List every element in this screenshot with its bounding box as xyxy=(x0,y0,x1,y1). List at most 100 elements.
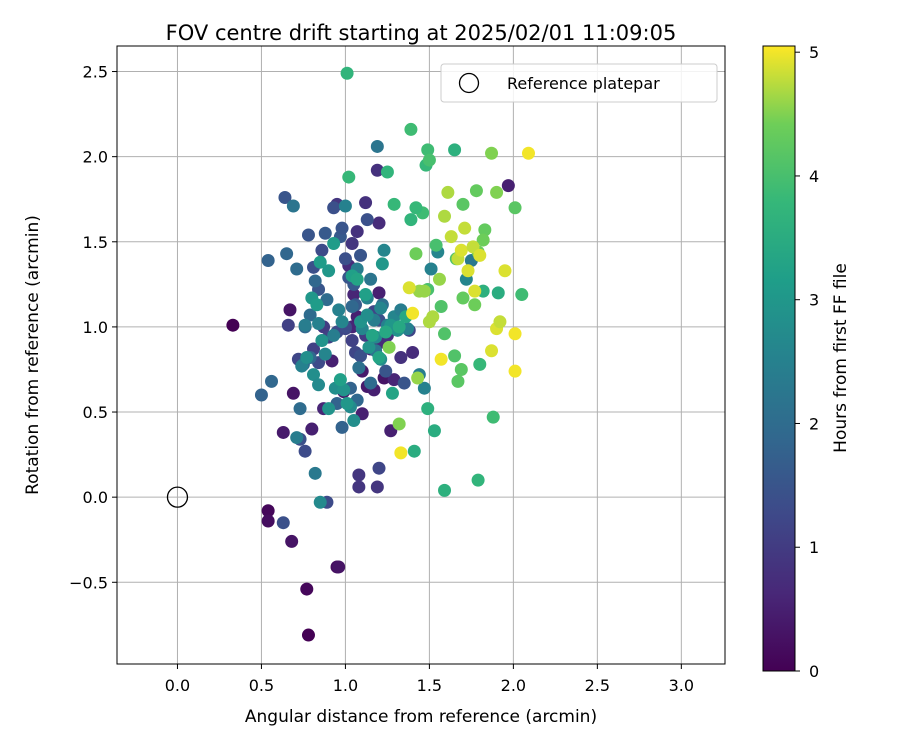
plot-frame xyxy=(116,45,726,665)
colorbar-tick-label: 2 xyxy=(809,414,819,433)
data-point xyxy=(293,402,307,416)
data-point xyxy=(370,480,384,494)
x-tick-label: 2.5 xyxy=(585,676,610,695)
data-point xyxy=(406,306,420,320)
data-point xyxy=(315,334,329,348)
data-point xyxy=(515,288,529,302)
data-point xyxy=(322,402,336,416)
data-point xyxy=(308,466,322,480)
x-tick-label: 1.0 xyxy=(333,676,358,695)
data-point xyxy=(402,281,416,295)
data-point xyxy=(278,191,292,205)
data-point xyxy=(468,284,482,298)
data-point xyxy=(404,122,418,136)
data-point xyxy=(394,446,408,460)
data-point xyxy=(301,628,315,642)
data-point xyxy=(283,303,297,317)
data-point xyxy=(308,274,322,288)
plot-area xyxy=(117,46,725,664)
data-point xyxy=(379,364,393,378)
data-point xyxy=(313,255,327,269)
data-point xyxy=(290,431,304,445)
data-point xyxy=(261,514,275,528)
x-tick-label: 1.5 xyxy=(417,676,442,695)
data-point xyxy=(364,272,378,286)
data-point xyxy=(315,243,329,257)
data-point xyxy=(335,420,349,434)
data-point xyxy=(424,262,438,276)
data-point xyxy=(444,230,458,244)
x-axis-label: Angular distance from reference (arcmin) xyxy=(245,707,597,727)
data-point xyxy=(345,334,359,348)
data-point xyxy=(286,386,300,400)
data-point xyxy=(473,357,487,371)
y-tick-label: 2.5 xyxy=(83,63,108,82)
data-point xyxy=(370,163,384,177)
data-point xyxy=(372,461,386,475)
data-point xyxy=(360,308,374,322)
data-point xyxy=(473,248,487,262)
y-axis-ticks: −0.5 0.0 0.5 1.0 1.5 2.0 2.5 xyxy=(69,63,117,592)
data-point xyxy=(301,228,315,242)
data-point xyxy=(392,417,406,431)
data-point xyxy=(491,286,505,300)
data-point xyxy=(372,216,386,230)
data-point xyxy=(332,560,346,574)
x-axis-ticks: 0.0 0.5 1.0 1.5 2.0 2.5 3.0 xyxy=(165,664,694,695)
data-point xyxy=(280,247,294,261)
data-point xyxy=(434,352,448,366)
data-point xyxy=(370,139,384,153)
data-point xyxy=(458,221,472,235)
data-point xyxy=(404,213,418,227)
data-point xyxy=(441,185,455,199)
data-point xyxy=(354,248,368,262)
data-point xyxy=(365,328,379,342)
data-point xyxy=(501,179,515,193)
data-point xyxy=(305,422,319,436)
legend-marker xyxy=(458,72,480,94)
data-point xyxy=(285,534,299,548)
data-point xyxy=(468,298,482,312)
y-tick-label: 0.5 xyxy=(83,403,108,422)
data-point xyxy=(469,184,483,198)
data-point xyxy=(340,397,354,411)
data-point xyxy=(307,368,321,382)
data-point xyxy=(276,425,290,439)
data-point xyxy=(471,473,485,487)
data-point xyxy=(261,504,275,518)
data-point xyxy=(362,340,376,354)
data-point xyxy=(350,272,364,286)
data-point xyxy=(493,315,507,329)
colorbar-tick-label: 0 xyxy=(809,662,819,681)
data-point xyxy=(377,243,391,257)
data-point xyxy=(508,364,522,378)
x-tick-label: 2.0 xyxy=(501,676,526,695)
data-point xyxy=(312,378,326,392)
data-point xyxy=(318,347,332,361)
legend-label: Reference platepar xyxy=(507,74,660,93)
data-point xyxy=(478,223,492,237)
data-point xyxy=(359,196,373,210)
legend-box xyxy=(440,63,718,103)
data-point xyxy=(476,233,490,247)
data-point xyxy=(360,213,374,227)
y-tick-label: −0.5 xyxy=(69,573,108,592)
data-point xyxy=(286,199,300,213)
data-point xyxy=(508,201,522,215)
data-point xyxy=(352,480,366,494)
data-point xyxy=(335,315,349,329)
data-point xyxy=(375,257,389,271)
data-point xyxy=(300,351,314,365)
data-point xyxy=(409,247,423,261)
data-point xyxy=(313,495,327,509)
x-tick-label: 3.0 xyxy=(669,676,694,695)
data-point xyxy=(407,444,421,458)
data-point xyxy=(335,221,349,235)
y-tick-label: 1.5 xyxy=(83,233,108,252)
data-point xyxy=(265,374,279,388)
colorbar-label: Hours from first FF file xyxy=(831,263,851,453)
data-point xyxy=(327,328,341,342)
data-point xyxy=(338,199,352,213)
data-point xyxy=(387,197,401,211)
